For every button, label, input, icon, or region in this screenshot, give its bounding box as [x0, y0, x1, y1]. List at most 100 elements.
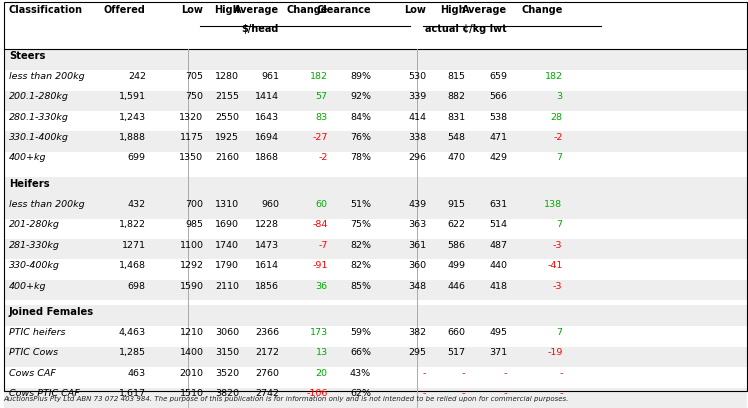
Text: -: - [462, 389, 465, 398]
Text: Average: Average [462, 5, 507, 16]
Text: 2172: 2172 [255, 348, 279, 357]
Text: 750: 750 [186, 92, 203, 101]
Text: 20: 20 [316, 369, 328, 378]
Text: -84: -84 [312, 220, 328, 229]
Text: 517: 517 [447, 348, 465, 357]
Text: 200.1-280kg: 200.1-280kg [9, 92, 69, 101]
Text: 463: 463 [128, 369, 146, 378]
Text: -91: -91 [312, 261, 328, 270]
Text: -19: -19 [547, 348, 562, 357]
Text: 1790: 1790 [215, 261, 239, 270]
Text: 3820: 3820 [215, 389, 239, 398]
Text: 566: 566 [489, 92, 507, 101]
Text: 418: 418 [489, 282, 507, 290]
Bar [4, 131, 747, 152]
Text: 173: 173 [310, 328, 328, 337]
Text: 1510: 1510 [180, 389, 203, 398]
Text: High: High [214, 5, 239, 16]
Text: 1292: 1292 [180, 261, 203, 270]
Text: 82%: 82% [350, 261, 371, 270]
Text: 698: 698 [128, 282, 146, 290]
Text: 201-280kg: 201-280kg [9, 220, 60, 229]
Text: -106: -106 [306, 389, 328, 398]
Text: 1175: 1175 [180, 133, 203, 142]
Text: 446: 446 [447, 282, 465, 290]
Text: 36: 36 [316, 282, 328, 290]
Text: 1280: 1280 [215, 72, 239, 81]
Bar [4, 198, 747, 219]
Text: 631: 631 [489, 200, 507, 209]
Text: 62%: 62% [350, 389, 371, 398]
Text: -: - [503, 389, 507, 398]
Text: 57: 57 [316, 92, 328, 101]
Text: 371: 371 [489, 348, 507, 357]
Text: 2366: 2366 [255, 328, 279, 337]
Text: 7: 7 [557, 220, 562, 229]
Text: 470: 470 [447, 153, 465, 162]
Text: Change: Change [521, 5, 562, 16]
Text: -2: -2 [553, 133, 562, 142]
Text: 59%: 59% [350, 328, 371, 337]
Text: $/head: $/head [242, 24, 279, 35]
Text: 1,468: 1,468 [119, 261, 146, 270]
Text: -: - [462, 369, 465, 378]
Text: 1643: 1643 [255, 113, 279, 122]
Text: 1228: 1228 [255, 220, 279, 229]
Text: 85%: 85% [350, 282, 371, 290]
Text: 339: 339 [408, 92, 426, 101]
Text: 84%: 84% [350, 113, 371, 122]
Text: Low: Low [182, 5, 203, 16]
Text: Low: Low [405, 5, 426, 16]
Text: 363: 363 [408, 220, 426, 229]
Bar [4, 177, 747, 198]
Text: High: High [440, 5, 465, 16]
Text: 3: 3 [557, 92, 562, 101]
Bar [4, 49, 747, 70]
Text: 1590: 1590 [180, 282, 203, 290]
Text: 514: 514 [489, 220, 507, 229]
Text: 495: 495 [489, 328, 507, 337]
Text: 882: 882 [447, 92, 465, 101]
Text: 1,243: 1,243 [119, 113, 146, 122]
Text: 699: 699 [128, 153, 146, 162]
Text: 2010: 2010 [180, 369, 203, 378]
Text: Steers: Steers [9, 51, 46, 61]
Text: 548: 548 [447, 133, 465, 142]
Text: 1271: 1271 [122, 241, 146, 250]
Text: Change: Change [286, 5, 328, 16]
Text: 43%: 43% [350, 369, 371, 378]
Text: 440: 440 [489, 261, 507, 270]
Text: 2760: 2760 [255, 369, 279, 378]
Text: -27: -27 [312, 133, 328, 142]
Text: 471: 471 [489, 133, 507, 142]
Bar [4, 388, 747, 408]
Bar [4, 280, 747, 300]
Text: -: - [559, 389, 562, 398]
Text: 705: 705 [186, 72, 203, 81]
Text: 700: 700 [186, 200, 203, 209]
Text: 7: 7 [557, 153, 562, 162]
Text: Cows PTIC CAF: Cows PTIC CAF [9, 389, 80, 398]
Bar [4, 91, 747, 111]
Text: 1856: 1856 [255, 282, 279, 290]
Text: 622: 622 [447, 220, 465, 229]
Text: 66%: 66% [350, 348, 371, 357]
Text: 487: 487 [489, 241, 507, 250]
Text: 961: 961 [261, 72, 279, 81]
Text: 1925: 1925 [215, 133, 239, 142]
Text: -: - [423, 369, 426, 378]
Text: 432: 432 [128, 200, 146, 209]
Text: 586: 586 [447, 241, 465, 250]
Text: 51%: 51% [350, 200, 371, 209]
Text: -3: -3 [553, 241, 562, 250]
Text: 138: 138 [545, 200, 562, 209]
Text: 338: 338 [408, 133, 426, 142]
Text: less than 200kg: less than 200kg [9, 72, 85, 81]
Text: -3: -3 [553, 282, 562, 290]
Text: 382: 382 [408, 328, 426, 337]
Text: 7: 7 [557, 328, 562, 337]
Text: 92%: 92% [350, 92, 371, 101]
Text: PTIC Cows: PTIC Cows [9, 348, 58, 357]
Text: 89%: 89% [350, 72, 371, 81]
Text: 28: 28 [551, 113, 562, 122]
